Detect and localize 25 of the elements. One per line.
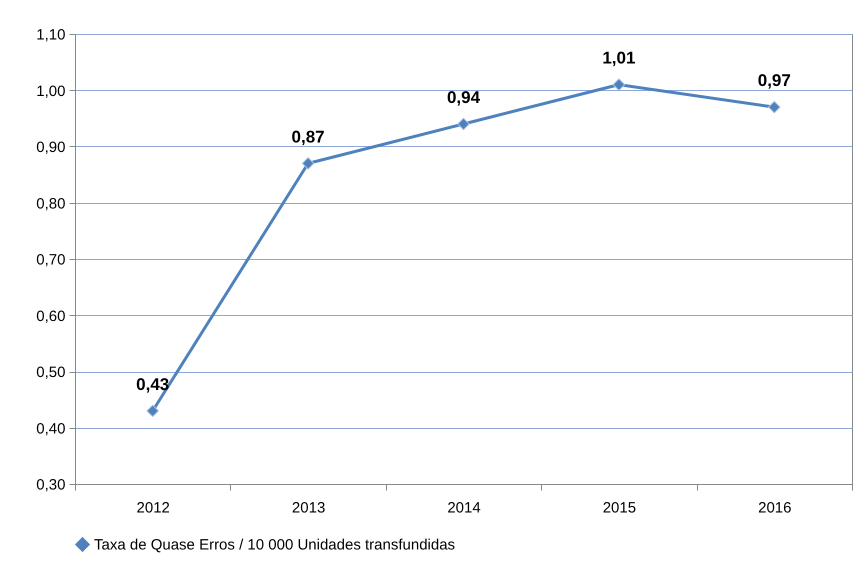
y-tick-label: 1,10 [36, 26, 66, 44]
legend-label: Taxa de Quase Erros / 10 000 Unidades transfundidas [94, 536, 456, 554]
y-tick-label: 1,00 [36, 82, 66, 100]
data-label: 0,43 [136, 374, 170, 394]
x-tick-label: 2013 [292, 500, 326, 516]
x-tick-label: 2014 [447, 500, 481, 516]
x-tick-label: 2012 [136, 500, 170, 516]
data-label: 0,87 [292, 127, 325, 146]
y-tick-label: 0,30 [36, 476, 66, 494]
point [612, 78, 626, 91]
y-tick-label: 0,70 [36, 252, 66, 268]
data-label: 0,94 [446, 88, 481, 107]
data-label: 1,01 [602, 48, 636, 68]
point [146, 404, 159, 418]
point [457, 118, 470, 130]
point [302, 157, 314, 170]
y-tick-label: 0,40 [36, 420, 66, 438]
point [768, 100, 780, 114]
y-tick-label: 0,90 [36, 139, 66, 156]
y-tick-label: 0,60 [36, 308, 66, 325]
x-tick-label: 2015 [602, 500, 636, 516]
data-label: 0,97 [758, 71, 791, 90]
x-tick-label: 2016 [758, 500, 792, 516]
y-tick-label: 0,80 [36, 195, 66, 212]
y-tick-label: 0,50 [36, 364, 66, 381]
